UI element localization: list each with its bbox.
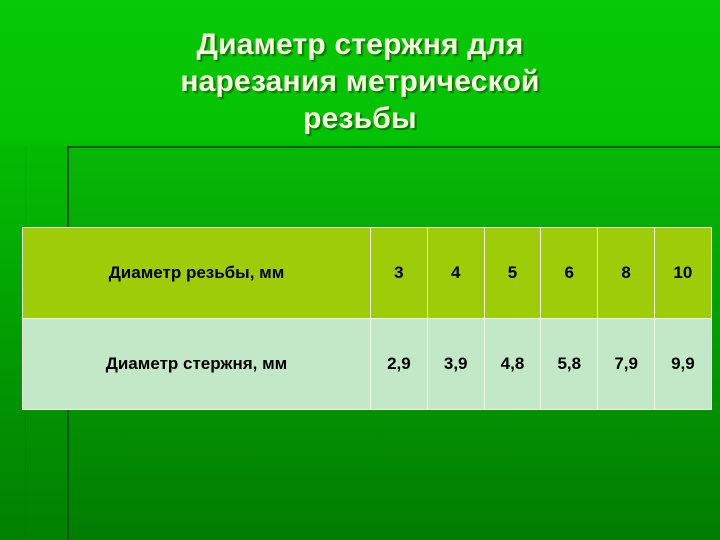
cell-thread-diameter-1: 3: [370, 227, 428, 319]
cell-rod-diameter-5: 7,9: [597, 318, 655, 410]
cell-rod-diameter-4: 5,8: [540, 318, 599, 410]
cell-rod-diameter-6: 9,9: [653, 318, 712, 410]
table-row-thread-diameter: Диаметр резьбы, мм 3 4 5 6 8 10: [22, 227, 712, 319]
cell-rod-diameter-1: 2,9: [370, 318, 428, 410]
cell-rod-diameter-3: 4,8: [483, 318, 542, 410]
cell-thread-diameter-4: 6: [540, 227, 599, 319]
cell-thread-diameter-5: 8: [597, 227, 655, 319]
title-line-1: Диаметр стержня для: [196, 28, 524, 61]
title-line-3: резьбы: [303, 102, 417, 135]
slide-title: Диаметр стержня для нарезания метрическо…: [36, 26, 684, 137]
cell-thread-diameter-2: 4: [426, 227, 485, 319]
table-row-rod-diameter: Диаметр стержня, мм 2,9 3,9 4,8 5,8 7,9 …: [22, 318, 712, 410]
row-label-thread-diameter: Диаметр резьбы, мм: [22, 227, 371, 319]
row-label-rod-diameter: Диаметр стержня, мм: [22, 318, 371, 410]
cell-thread-diameter-3: 5: [483, 227, 542, 319]
thread-diameter-table: Диаметр резьбы, мм 3 4 5 6 8 10 Диаметр …: [22, 227, 712, 410]
cell-thread-diameter-6: 10: [653, 227, 712, 319]
cell-rod-diameter-2: 3,9: [426, 318, 485, 410]
title-line-2: нарезания метрической: [180, 65, 540, 98]
